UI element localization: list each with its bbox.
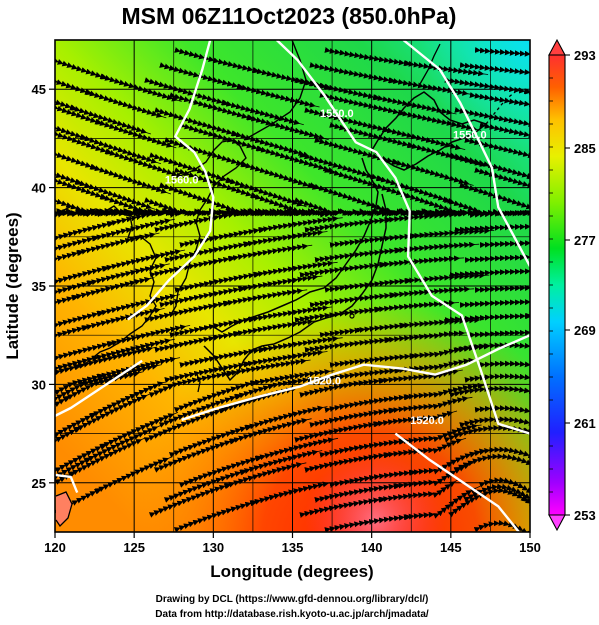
colorbar-tick-label: 277 xyxy=(574,233,596,248)
streamline-arrow xyxy=(380,261,388,268)
streamline xyxy=(479,239,530,248)
streamline xyxy=(474,284,530,293)
contour-line xyxy=(55,473,79,494)
streamline xyxy=(459,62,530,83)
streamline-arrow xyxy=(531,268,538,274)
y-tick-label: 30 xyxy=(32,377,46,392)
contour-line xyxy=(127,40,215,321)
x-tick-label: 130 xyxy=(202,540,224,555)
streamline xyxy=(479,360,530,399)
streamline-arrow xyxy=(540,71,548,78)
colorbar-min-arrow xyxy=(548,514,566,532)
streamline-arrow xyxy=(385,217,393,224)
streamline-arrow xyxy=(535,344,543,351)
streamline xyxy=(469,446,530,514)
x-tick-label: 140 xyxy=(361,540,383,555)
credit-data: Data from http://database.rish.kyoto-u.a… xyxy=(155,609,429,620)
streamline xyxy=(459,298,530,308)
streamline-arrow xyxy=(223,300,232,307)
streamline-arrow xyxy=(385,337,393,344)
y-axis-label: Latitude (degrees) xyxy=(3,212,22,359)
streamline-arrow xyxy=(375,306,383,313)
streamline xyxy=(474,405,530,459)
colorbar-tick-label: 269 xyxy=(574,323,596,338)
colorbar: 293 285 277 269 261 253 xyxy=(548,38,596,532)
colorbar-tick-label: 253 xyxy=(574,508,596,523)
streamline-arrow xyxy=(536,223,543,229)
streamline-arrow xyxy=(536,207,545,215)
streamline-arrow xyxy=(529,388,530,395)
streamline-arrow xyxy=(390,292,398,299)
y-tick-label: 40 xyxy=(32,181,46,196)
streamline xyxy=(464,137,530,181)
streamline-arrow xyxy=(94,488,103,494)
y-axis: 25 30 35 40 45 xyxy=(32,82,55,491)
streamline-arrow xyxy=(400,322,408,329)
streamline-arrow xyxy=(534,122,542,129)
streamline xyxy=(469,208,530,218)
height-contours xyxy=(55,40,530,532)
streamline-arrow xyxy=(545,546,554,555)
streamline-arrow xyxy=(537,502,546,511)
streamline-arrow xyxy=(233,330,242,337)
streamline xyxy=(479,122,530,161)
streamline xyxy=(454,107,530,142)
y-tick-label: 45 xyxy=(32,82,46,97)
streamline-arrow xyxy=(395,247,403,254)
contour-line xyxy=(394,432,520,532)
contour-line xyxy=(402,40,530,267)
streamline xyxy=(474,167,530,217)
streamline-arrow xyxy=(539,423,548,431)
contour-line xyxy=(275,40,530,435)
streamline xyxy=(469,92,530,122)
chart-title: MSM 06Z11Oct2023 (850.0hPa) xyxy=(122,3,457,29)
x-tick-label: 125 xyxy=(123,540,145,555)
streamline-arrow xyxy=(404,514,412,521)
x-tick-label: 145 xyxy=(440,540,462,555)
y-tick-label: 25 xyxy=(32,476,46,491)
streamline xyxy=(474,46,530,61)
streamline xyxy=(464,373,530,409)
colorbar-tick-label: 261 xyxy=(574,416,596,431)
streamline-arrow xyxy=(405,277,413,284)
credit-drawing: Drawing by DCL (https://www.gfd-dennou.o… xyxy=(156,594,429,605)
streamline-arrow xyxy=(233,210,242,217)
streamline xyxy=(459,182,530,216)
streamline xyxy=(478,476,530,532)
streamline-arrow xyxy=(228,255,237,262)
colorbar-tick-label: 285 xyxy=(574,141,596,156)
x-tick-label: 150 xyxy=(519,540,541,555)
streamline xyxy=(464,253,530,263)
contour-label: 1520.0 xyxy=(307,375,341,387)
x-tick-label: 135 xyxy=(282,540,304,555)
contour-label: 1550.0 xyxy=(453,129,487,141)
streamline-arrow xyxy=(541,298,548,304)
contour-line xyxy=(181,334,530,421)
contour-label: 1550.0 xyxy=(320,108,354,120)
x-axis: 120 125 130 135 140 145 150 xyxy=(44,532,541,555)
streamline-arrow xyxy=(379,377,387,384)
y-tick-label: 35 xyxy=(32,279,46,294)
colorbar-tick-label: 293 xyxy=(574,48,596,63)
streamline xyxy=(459,416,530,464)
streamline-arrow xyxy=(521,495,529,502)
plot-area: 1560.0 1550.0 1550.0 1520.0 1520.0 xyxy=(55,40,554,555)
contour-labels: 1560.0 1550.0 1550.0 1520.0 1520.0 xyxy=(165,108,487,427)
x-axis-label: Longitude (degrees) xyxy=(210,562,373,581)
contour-label: 1560.0 xyxy=(165,175,199,187)
x-tick-label: 120 xyxy=(44,540,66,555)
streamline xyxy=(473,519,530,532)
streamline-arrow xyxy=(250,500,259,506)
contour-label: 1520.0 xyxy=(410,415,444,427)
streamline-arrow xyxy=(410,353,418,360)
streamline-arrow xyxy=(531,462,540,471)
contour-line xyxy=(55,359,143,417)
streamline xyxy=(469,328,530,338)
streamline-arrow xyxy=(410,233,418,240)
colorbar-max-arrow xyxy=(548,38,566,56)
